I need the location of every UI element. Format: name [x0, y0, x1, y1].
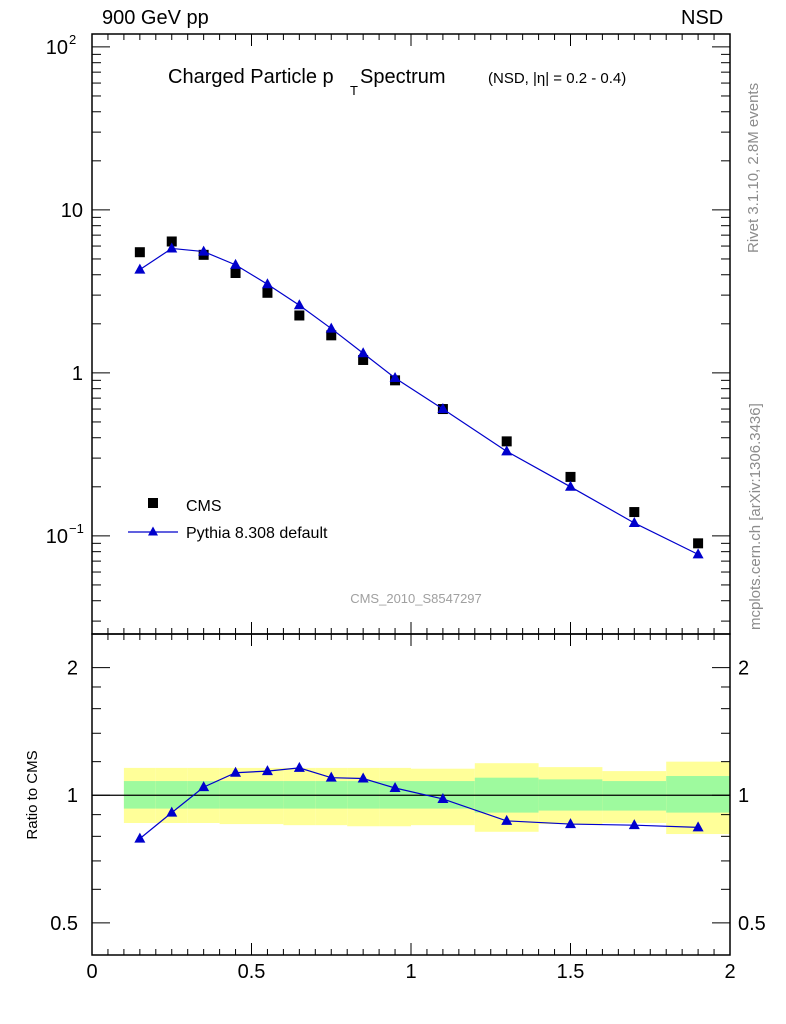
ratio-pythia-point	[230, 766, 242, 777]
ratio-y-tick-label-left: 2	[67, 658, 78, 680]
ratio-pythia-curve	[139, 767, 699, 840]
x-tick-label: 0.5	[238, 961, 266, 983]
ratio-pythia-point	[166, 806, 178, 817]
pythia-data-point	[293, 299, 305, 310]
cms-data-point	[326, 330, 337, 341]
ratio-data-layer	[134, 761, 704, 843]
pythia-data-point	[230, 258, 242, 269]
title-rest: Spectrum	[360, 66, 446, 88]
title-qualifier: (NSD, |η| = 0.2 - 0.4)	[488, 70, 626, 87]
cms-data-point	[693, 538, 704, 549]
analysis-watermark: CMS_2010_S8547297	[350, 591, 482, 606]
cms-data-point	[166, 236, 177, 247]
title-subscript: T	[350, 83, 358, 98]
ratio-pythia-point	[389, 782, 401, 793]
header-collision-label: 900 GeV pp	[102, 7, 209, 29]
x-tick-label: 1	[405, 961, 416, 983]
x-tick-label: 0	[86, 961, 97, 983]
ratio-y-tick-label-right: 1	[738, 785, 749, 807]
legend-label-cms: CMS	[186, 498, 222, 515]
y-tick-exponent: 2	[69, 32, 76, 47]
cms-data-point	[501, 436, 512, 447]
main-plot-frame	[91, 33, 731, 635]
legend-marker-cms	[148, 498, 158, 508]
ratio-pythia-point	[134, 832, 146, 843]
title-main: Charged Particle p	[168, 66, 334, 88]
pythia-data-point	[628, 516, 640, 527]
main-data-layer	[134, 236, 704, 559]
ratio-pythia-point	[261, 765, 273, 776]
cms-data-point	[294, 310, 305, 321]
legend: CMS Pythia 8.308 default	[128, 498, 328, 542]
pythia-data-point	[198, 245, 210, 256]
y-tick-label: 10	[61, 200, 83, 222]
y-tick-label: 1	[72, 363, 83, 385]
pythia-data-point	[134, 263, 146, 274]
pythia-data-point	[325, 322, 337, 333]
ratio-y-axis-label: Ratio to CMS	[24, 750, 41, 839]
cms-data-point	[230, 268, 241, 279]
y-tick-exponent: −1	[69, 521, 84, 536]
legend-marker-pythia	[148, 526, 158, 536]
pythia-data-point	[437, 403, 449, 414]
y-tick-label: 10	[46, 526, 68, 548]
cms-data-point	[262, 287, 273, 298]
main-title: Charged Particle p T Spectrum (NSD, |η| …	[168, 66, 626, 98]
legend-label-pythia: Pythia 8.308 default	[186, 525, 328, 542]
ratio-pythia-point	[325, 771, 337, 782]
ratio-uncertainty-bands	[123, 761, 730, 835]
ratio-y-tick-label-left: 1	[67, 785, 78, 807]
ratio-pythia-point	[357, 772, 369, 783]
pythia-data-point	[501, 445, 513, 456]
pythia-data-point	[692, 548, 704, 559]
y-tick-label: 10	[46, 37, 68, 59]
ratio-pythia-point	[501, 814, 513, 825]
cms-data-point	[629, 507, 640, 518]
ratio-pythia-point	[293, 761, 305, 772]
cms-data-point	[134, 247, 145, 258]
x-tick-label: 1.5	[557, 961, 585, 983]
pythia-data-point	[357, 347, 369, 358]
ratio-pythia-point	[437, 792, 449, 803]
ratio-pythia-point	[692, 821, 704, 832]
cms-data-point	[565, 471, 576, 482]
ratio-y-tick-label-left: 0.5	[50, 913, 78, 935]
ratio-y-tick-label-right: 2	[738, 658, 749, 680]
pythia-curve	[139, 247, 699, 555]
x-tick-label: 2	[724, 961, 735, 983]
ratio-pythia-point	[198, 781, 210, 792]
pythia-data-point	[565, 480, 576, 491]
ratio-y-tick-label-right: 0.5	[738, 913, 766, 935]
ratio-pythia-point	[565, 818, 576, 829]
cms-data-point	[358, 354, 369, 365]
pythia-data-point	[389, 372, 401, 383]
pythia-data-point	[166, 242, 178, 253]
ratio-band-inner	[666, 776, 730, 813]
header-event-type: NSD	[681, 7, 724, 29]
ratio-pythia-point	[628, 819, 640, 830]
pythia-data-point	[261, 278, 273, 289]
